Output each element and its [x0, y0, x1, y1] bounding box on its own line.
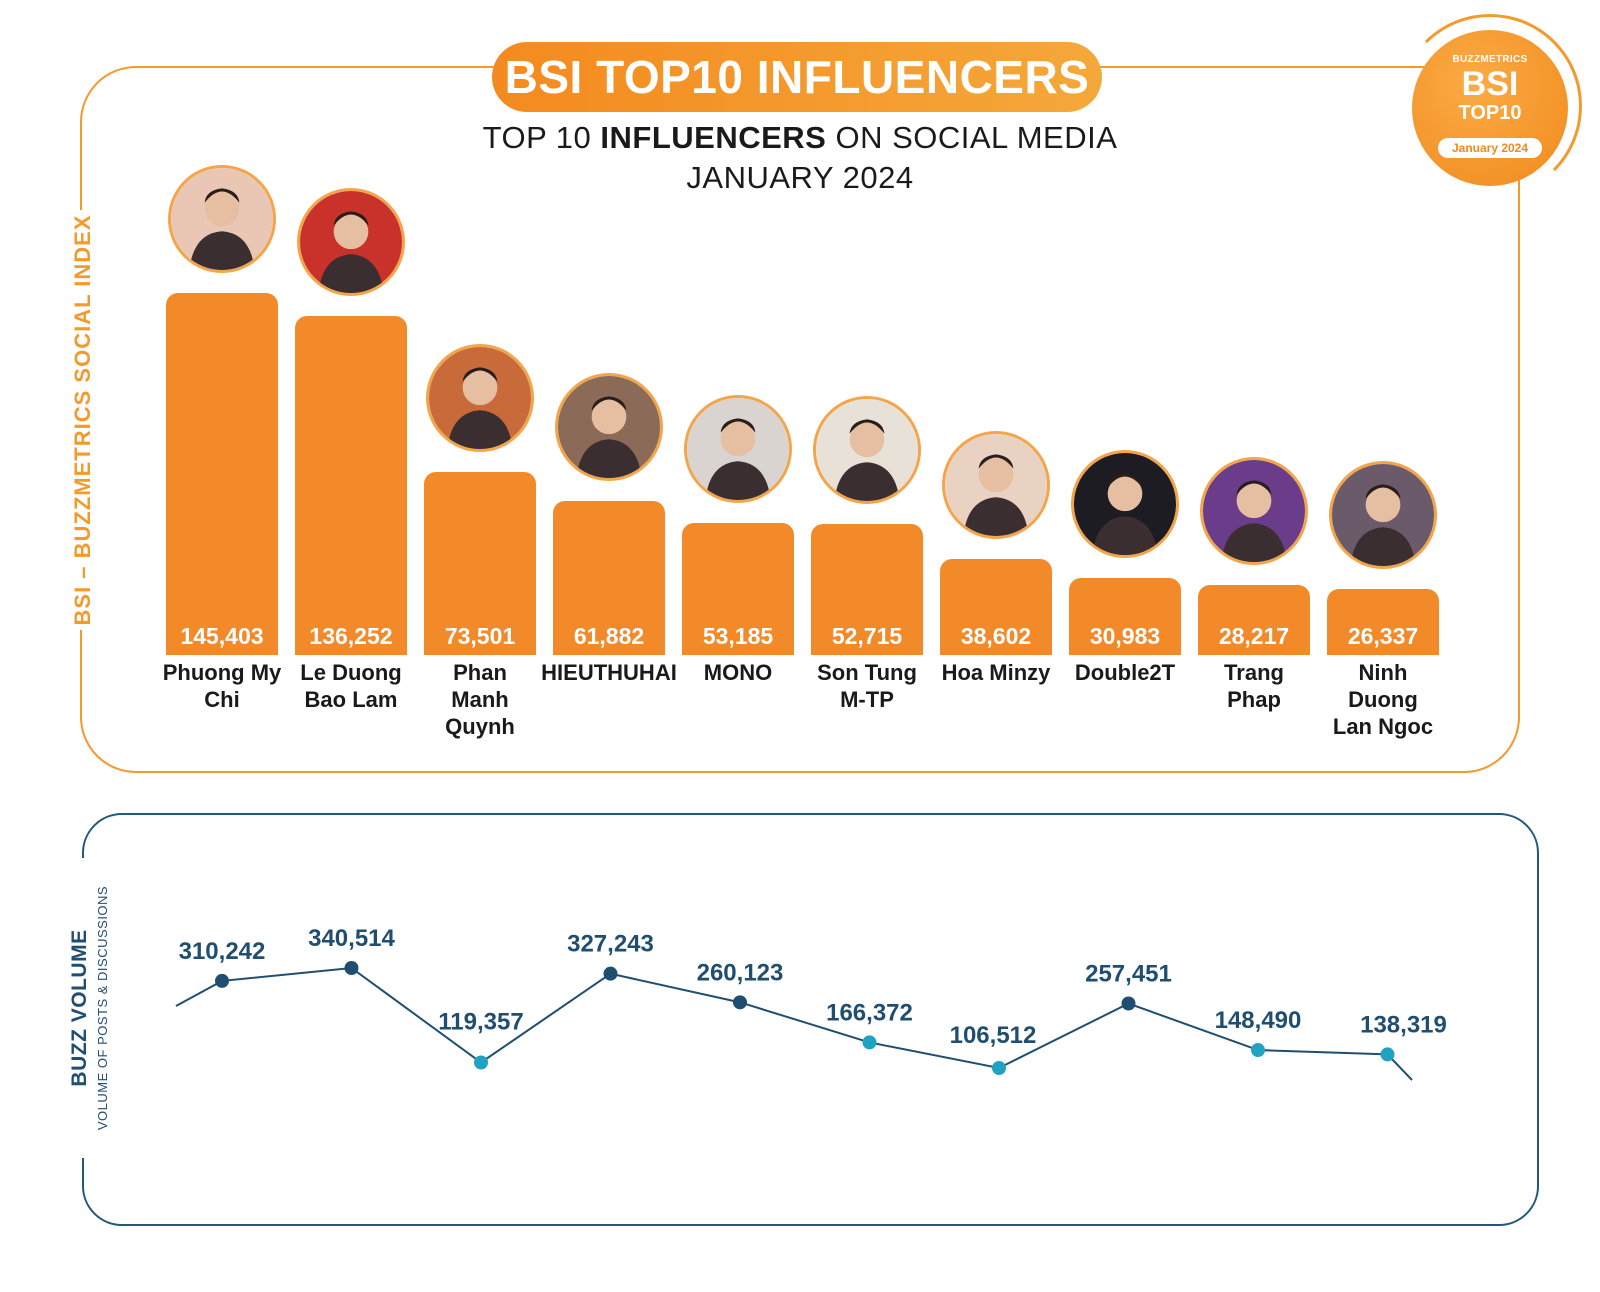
- buzz-value-label: 340,514: [308, 925, 395, 952]
- buzz-point: [215, 973, 229, 988]
- influencer-avatar: [168, 165, 276, 273]
- bar: [1069, 577, 1181, 655]
- influencer-avatar: [555, 372, 663, 481]
- buzz-point: [862, 1035, 877, 1050]
- bar-value-label: 53,185: [702, 623, 774, 649]
- buzz-value-label: 257,451: [1085, 960, 1172, 987]
- influencer-name: Phan Manh Quynh: [445, 660, 515, 739]
- influencer-avatar: [813, 395, 921, 504]
- influencer-name: HIEUTHUHAI: [541, 660, 677, 685]
- influencer-name: Trang Phap: [1224, 660, 1284, 712]
- influencer-avatar: [684, 394, 792, 503]
- bar: [553, 500, 665, 655]
- influencer-avatar: [1200, 456, 1308, 565]
- badge-brand: BUZZMETRICS: [1452, 54, 1528, 65]
- bar: [424, 472, 536, 655]
- bar: [940, 558, 1052, 655]
- badge-date: January 2024: [1438, 138, 1542, 158]
- subtitle-post: ON SOCIAL MEDIA: [826, 120, 1118, 155]
- influencer-name: Hoa Minzy: [941, 660, 1051, 685]
- subtitle-bold: INFLUENCERS: [600, 120, 827, 155]
- bar-value-label: 30,983: [1089, 623, 1161, 649]
- buzz-value-label: 327,243: [567, 931, 654, 958]
- bar-value-label: 145,403: [180, 623, 264, 649]
- influencer-avatar: [1329, 461, 1437, 570]
- bar-value-label: 52,715: [831, 623, 903, 649]
- bar-value-label: 28,217: [1218, 623, 1290, 649]
- buzz-value-label: 106,512: [950, 1022, 1037, 1049]
- bar-value-label: 38,602: [960, 623, 1032, 649]
- main-title: BSI TOP10 INFLUENCERS: [492, 42, 1102, 112]
- bar: [295, 315, 407, 655]
- bar-value-label: 61,882: [573, 623, 645, 649]
- bar: [682, 522, 794, 655]
- buzz-point: [603, 966, 618, 981]
- influencer-avatar: [1071, 449, 1179, 558]
- buzz-value-label: 119,357: [438, 1009, 523, 1036]
- influencer-name: MONO: [703, 660, 773, 685]
- badge-ring: [1398, 14, 1582, 198]
- subtitle-date: JANUARY 2024: [686, 160, 914, 195]
- buzz-point: [1251, 1043, 1265, 1058]
- buzz-value-label: 166,372: [826, 999, 913, 1026]
- buzz-point: [1121, 996, 1136, 1011]
- influencer-name: Phuong My Chi: [162, 660, 282, 712]
- influencer-avatar: [942, 430, 1050, 539]
- bar: [811, 523, 923, 655]
- influencer-name: Double2T: [1074, 660, 1176, 685]
- buzz-point: [474, 1055, 488, 1070]
- buzz-point: [733, 995, 747, 1010]
- bsi-top10-badge: BUZZMETRICS BSI TOP10 January 2024: [1412, 30, 1568, 186]
- bar: [1198, 584, 1310, 655]
- influencer-avatar: [297, 187, 405, 296]
- influencer-avatar: [426, 344, 534, 452]
- buzz-point: [1380, 1047, 1395, 1062]
- buzz-point: [992, 1061, 1006, 1075]
- subtitle-pre: TOP 10: [482, 120, 601, 155]
- buzz-line: [175, 966, 1413, 1081]
- bar-value-label: 26,337: [1347, 623, 1419, 649]
- bar: [1327, 589, 1439, 655]
- badge-line2: TOP10: [1458, 102, 1522, 124]
- bar-value-label: 73,501: [444, 623, 516, 649]
- badge-line1: BSI: [1461, 65, 1519, 103]
- buzz-value-label: 310,242: [179, 938, 266, 965]
- influencer-name: Le Duong Bao Lam: [300, 660, 402, 712]
- buzz-value-label: 260,123: [697, 959, 784, 986]
- subtitle: TOP 10 INFLUENCERS ON SOCIAL MEDIA JANUA…: [380, 118, 1220, 198]
- bar-value-label: 136,252: [309, 623, 393, 649]
- influencer-name: Ninh Duong Lan Ngoc: [1332, 660, 1434, 739]
- buzz-value-label: 148,490: [1215, 1007, 1302, 1034]
- buzz-value-label: 138,319: [1360, 1011, 1447, 1038]
- buzz-point: [344, 961, 359, 975]
- bar: [166, 293, 278, 655]
- influencer-name: Son Tung M-TP: [817, 660, 917, 712]
